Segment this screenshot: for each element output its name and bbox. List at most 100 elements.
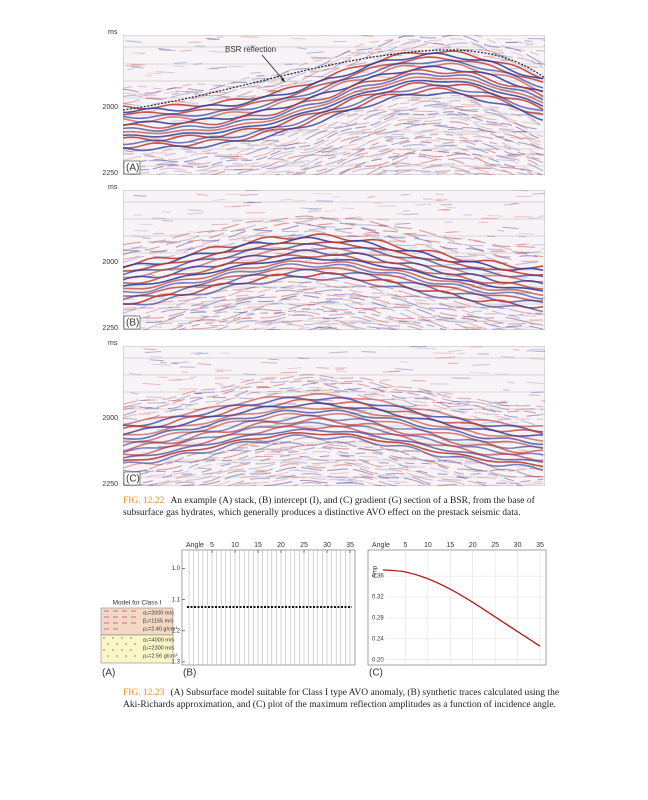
reflector — [321, 145, 544, 175]
noise — [139, 223, 154, 226]
noise — [255, 327, 268, 330]
noise — [433, 198, 442, 201]
noise — [242, 307, 259, 310]
y-tick-label: 1.1 — [172, 597, 181, 603]
noise — [402, 210, 410, 212]
noise — [270, 246, 287, 249]
noise — [495, 155, 516, 158]
noise — [544, 235, 545, 237]
noise — [436, 199, 448, 202]
layer-property: β₂=2300 m/s — [143, 645, 174, 651]
reflector — [123, 100, 544, 161]
reflector — [123, 409, 544, 446]
noise — [148, 274, 156, 277]
noise — [326, 443, 334, 446]
noise — [524, 39, 533, 42]
reflector — [123, 436, 544, 472]
reflector — [123, 281, 544, 316]
noise — [305, 389, 320, 392]
noise — [169, 233, 188, 236]
y-tick-label: 0.24 — [372, 636, 384, 642]
noise — [470, 371, 489, 374]
noise — [447, 113, 466, 116]
noise — [473, 320, 488, 323]
label-box — [123, 315, 141, 330]
figure-number: FIG. 12.22 — [123, 496, 165, 506]
reflector — [166, 463, 467, 486]
noise — [250, 445, 259, 448]
noise — [208, 50, 229, 54]
noise — [174, 62, 187, 64]
noise — [365, 307, 378, 310]
sand-dot — [116, 643, 118, 645]
noise — [168, 399, 181, 402]
noise — [280, 198, 293, 201]
noise — [282, 298, 291, 301]
noise — [287, 367, 302, 370]
reflector — [123, 50, 544, 110]
noise — [267, 158, 284, 160]
layer-property: ρ₁=2.40 g/cm³ — [143, 626, 177, 632]
noise — [239, 482, 257, 484]
noise — [392, 152, 401, 156]
y-tick-label: 1.2 — [172, 628, 181, 634]
noise — [502, 226, 519, 230]
reflector — [142, 301, 509, 330]
reflector — [123, 35, 544, 94]
noise — [538, 215, 545, 217]
noise — [278, 448, 290, 451]
sand-dot — [121, 649, 123, 651]
x-tick-label: 25 — [491, 542, 499, 549]
panel-label: (B) — [183, 668, 196, 679]
noise — [197, 363, 212, 366]
noise — [421, 171, 439, 174]
noise — [250, 71, 262, 74]
reflector — [123, 268, 544, 304]
reflector — [123, 59, 544, 120]
noise — [486, 215, 503, 217]
noise — [169, 296, 187, 300]
noise — [411, 100, 431, 102]
noise — [452, 151, 460, 154]
reflector — [123, 228, 544, 263]
noise — [348, 444, 367, 447]
noise — [267, 392, 282, 395]
noise — [143, 348, 157, 350]
noise — [343, 389, 358, 391]
reflector — [123, 446, 544, 483]
noise — [477, 484, 497, 486]
noise — [298, 289, 307, 292]
noise — [394, 320, 411, 323]
noise — [493, 402, 507, 405]
reflector — [176, 308, 448, 330]
noise — [257, 471, 268, 474]
noise — [542, 39, 545, 41]
noise — [323, 309, 336, 313]
noise — [280, 80, 298, 83]
noise — [310, 56, 330, 59]
noise — [196, 193, 208, 196]
y-tick-label: 2250 — [102, 325, 118, 332]
noise — [379, 477, 389, 480]
noise — [155, 71, 175, 74]
reflector — [123, 224, 544, 259]
noise — [363, 55, 373, 59]
noise — [465, 116, 483, 119]
reflector — [123, 84, 544, 146]
noise — [493, 50, 504, 53]
noise — [238, 312, 254, 315]
noise — [170, 268, 181, 272]
noise — [134, 229, 149, 232]
noise — [345, 462, 363, 465]
noise — [229, 157, 249, 160]
sand-dot — [107, 643, 109, 645]
noise — [157, 292, 172, 295]
noise — [237, 290, 255, 293]
noise — [447, 307, 464, 309]
noise — [151, 217, 167, 220]
noise — [423, 483, 431, 486]
noise — [136, 399, 143, 402]
noise — [488, 145, 505, 148]
noise — [266, 475, 276, 478]
noise — [380, 379, 391, 382]
